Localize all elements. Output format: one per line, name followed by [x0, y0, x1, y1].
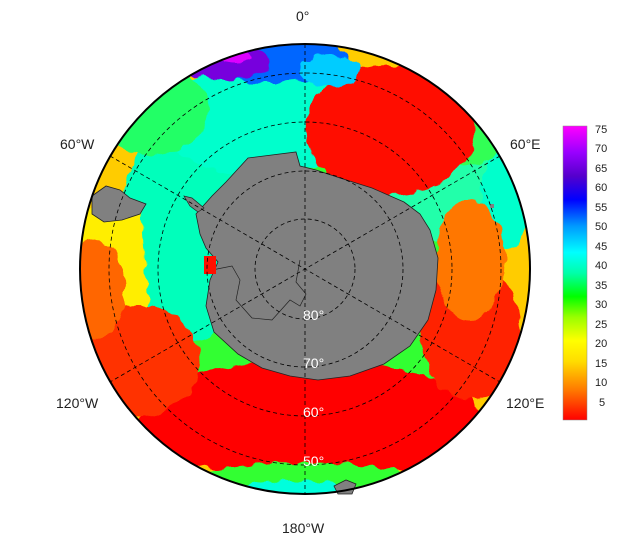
field-green-northwest	[90, 65, 210, 155]
small-island-ne	[490, 204, 494, 208]
lon-label-60w: 60°W	[60, 136, 95, 152]
cb-tick-55: 55	[595, 202, 608, 214]
cb-tick-15: 15	[595, 358, 608, 370]
lon-label-60e: 60°E	[510, 136, 541, 152]
field-orange-east	[435, 200, 505, 320]
map-boundary	[79, 43, 531, 495]
lat-label-60: 60°	[303, 404, 324, 420]
cb-tick-25: 25	[595, 319, 608, 331]
cb-tick-65: 65	[595, 163, 608, 175]
antarctic-peninsula	[183, 195, 205, 213]
cb-tick-30: 30	[595, 299, 608, 311]
lat-label-80: 80°	[303, 307, 324, 323]
lat-circle-70	[206, 170, 404, 368]
colorbar	[562, 125, 588, 421]
lat-label-50: 50°	[303, 453, 324, 469]
cb-tick-75: 75	[595, 124, 608, 136]
cb-tick-60: 60	[595, 182, 608, 194]
field-orange-west	[80, 240, 125, 340]
lat-circle-50	[108, 72, 502, 466]
lon-label-180w: 180°W	[282, 520, 325, 536]
antarctica-landmass	[195, 151, 439, 381]
cb-tick-50: 50	[595, 221, 608, 233]
graticule	[108, 44, 502, 494]
cb-tick-5: 5	[599, 397, 606, 409]
lon-label-120e: 120°E	[506, 395, 545, 411]
lon-label-0: 0°	[296, 8, 310, 24]
cb-tick-20: 20	[595, 338, 608, 350]
colorbar-scale	[562, 125, 588, 421]
antarctica-coast-detail	[211, 259, 307, 321]
south-america-landmass	[91, 185, 147, 223]
field-red-south	[140, 360, 480, 480]
cb-tick-45: 45	[595, 241, 608, 253]
field-red-northeast	[305, 65, 475, 195]
lat-circle-60	[157, 121, 453, 417]
cb-tick-70: 70	[595, 143, 608, 155]
red-patch-west	[204, 256, 216, 274]
cb-tick-40: 40	[595, 260, 608, 272]
meridian-60e-120w	[109, 155, 501, 383]
field-cyan-south-edge	[230, 480, 350, 494]
lat-label-70: 70°	[303, 355, 324, 371]
cb-tick-10: 10	[595, 377, 608, 389]
lon-label-120w: 120°W	[56, 395, 99, 411]
field-cyan-top	[300, 54, 360, 86]
cb-tick-35: 35	[595, 280, 608, 292]
